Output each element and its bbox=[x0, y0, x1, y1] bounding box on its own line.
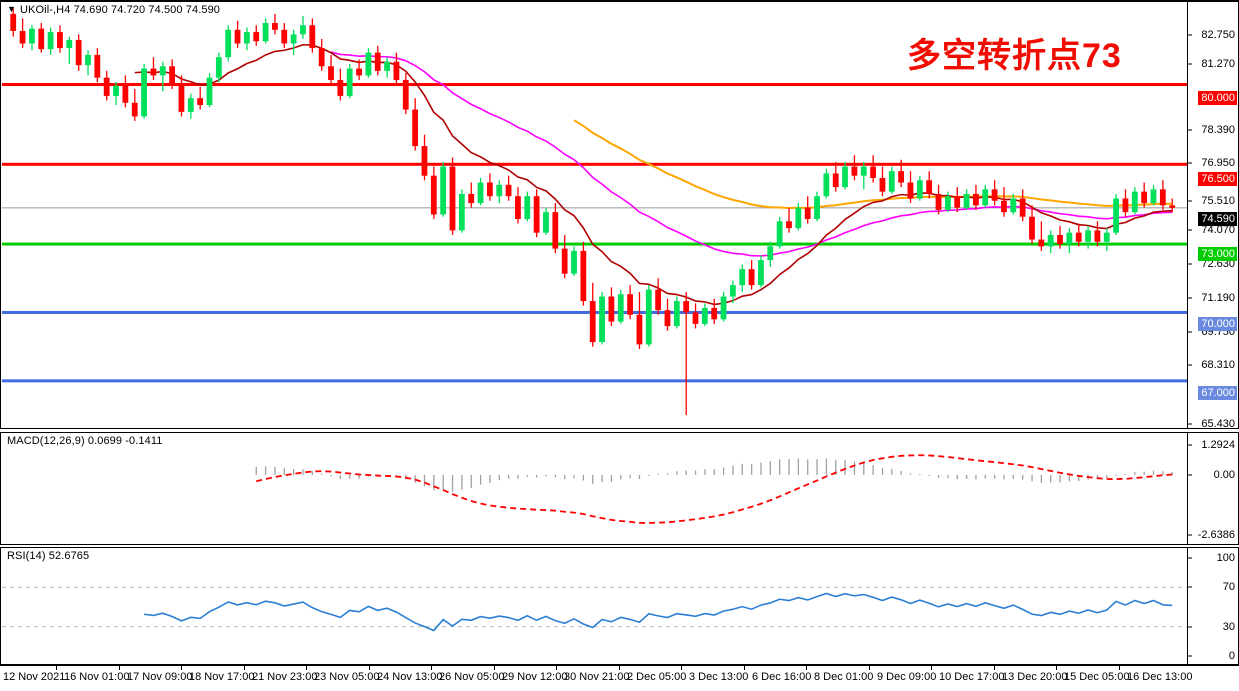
price-axis-tick bbox=[1188, 34, 1192, 36]
price-axis-tick bbox=[1188, 129, 1192, 131]
time-axis-label: 3 Dec 13:00 bbox=[689, 671, 749, 683]
price-axis-label: 71.190 bbox=[1201, 292, 1235, 304]
macd-title: MACD(12,26,9) 0.0699 -0.1411 bbox=[7, 435, 163, 447]
price-axis-tick bbox=[1188, 229, 1192, 231]
time-axis-label: 23 Nov 05:00 bbox=[314, 671, 380, 683]
price-axis-tick bbox=[1188, 162, 1192, 164]
time-axis-label: 18 Nov 17:00 bbox=[189, 671, 255, 683]
time-axis-tick bbox=[494, 666, 495, 670]
rsi-axis-label: 70 bbox=[1222, 581, 1235, 594]
time-axis-label: 12 Nov 2021 bbox=[3, 671, 66, 683]
price-chart-panel[interactable]: ▼ UKOil-,H4 74.690 74.720 74.500 74.590 多… bbox=[0, 0, 1239, 430]
macd-axis-label: -2.6386 bbox=[1197, 529, 1235, 541]
time-axis-tick bbox=[369, 666, 370, 670]
macd-axis: 1.2924 0.00 -2.6386 bbox=[1187, 433, 1238, 544]
time-axis-label: 15 Dec 05:00 bbox=[1064, 671, 1130, 683]
price-axis-tick bbox=[1188, 423, 1192, 425]
time-axis[interactable]: 12 Nov 2021 16 Nov 01:00 17 Nov 09:00 18 No… bbox=[0, 665, 1239, 691]
price-plot-area[interactable]: 多空转折点73 bbox=[2, 2, 1188, 428]
time-axis-tick bbox=[994, 666, 995, 670]
time-axis-label: 30 Nov 21:00 bbox=[564, 671, 630, 683]
chevron-down-icon[interactable]: ▼ bbox=[7, 4, 17, 14]
macd-axis-tick bbox=[1188, 474, 1192, 476]
price-axis-label: 68.310 bbox=[1201, 359, 1235, 371]
rsi-axis-label: 0 bbox=[1228, 650, 1235, 662]
rsi-title: RSI(14) 52.6765 bbox=[7, 550, 90, 562]
time-axis-label: 6 Dec 16:00 bbox=[752, 671, 812, 683]
rsi-axis-label: 30 bbox=[1222, 620, 1235, 633]
macd-axis-tick bbox=[1188, 534, 1192, 536]
rsi-axis-label: 100 bbox=[1216, 552, 1235, 564]
price-axis-label: 75.510 bbox=[1201, 195, 1235, 207]
price-level-badge-73-000[interactable]: 73.000 bbox=[1198, 247, 1237, 261]
price-axis-label: 76.950 bbox=[1201, 157, 1235, 169]
rsi-axis-tick bbox=[1188, 586, 1192, 588]
time-axis-tick bbox=[744, 666, 745, 670]
time-axis-label: 26 Nov 05:00 bbox=[439, 671, 505, 683]
price-axis-label: 78.390 bbox=[1201, 124, 1235, 136]
time-axis-label: 2 Dec 05:00 bbox=[627, 671, 687, 683]
time-axis-tick bbox=[619, 666, 620, 670]
time-axis-tick bbox=[1056, 666, 1057, 670]
candlestick-svg bbox=[2, 7, 1188, 416]
price-level-badge-80-000[interactable]: 80.000 bbox=[1198, 91, 1237, 105]
time-axis-tick bbox=[931, 666, 932, 670]
price-axis-label: 65.430 bbox=[1201, 418, 1235, 430]
time-axis-label: 16 Nov 01:00 bbox=[64, 671, 130, 683]
time-axis-label: 16 Dec 13:00 bbox=[1127, 671, 1193, 683]
macd-axis-tick bbox=[1188, 444, 1192, 446]
symbol-header: ▼ UKOil-,H4 74.690 74.720 74.500 74.590 bbox=[7, 4, 220, 16]
price-axis-tick bbox=[1188, 200, 1192, 202]
price-level-badge-74-590[interactable]: 74.590 bbox=[1198, 212, 1237, 226]
macd-axis-label: 1.2924 bbox=[1201, 439, 1235, 451]
time-axis-label: 21 Nov 23:00 bbox=[252, 671, 318, 683]
time-axis-tick bbox=[1119, 666, 1120, 670]
price-axis-tick bbox=[1188, 297, 1192, 299]
rsi-svg bbox=[2, 586, 1188, 632]
price-level-badge-67-000[interactable]: 67.000 bbox=[1198, 386, 1237, 400]
time-axis-tick bbox=[119, 666, 120, 670]
rsi-axis-tick bbox=[1188, 655, 1192, 657]
macd-svg bbox=[255, 454, 1173, 524]
price-axis-tick bbox=[1188, 263, 1192, 265]
time-axis-label: 24 Nov 13:00 bbox=[377, 671, 443, 683]
price-axis-label: 82.750 bbox=[1201, 29, 1235, 41]
price-axis-tick bbox=[1188, 364, 1192, 366]
rsi-plot-area[interactable] bbox=[2, 548, 1188, 664]
macd-panel[interactable]: MACD(12,26,9) 0.0699 -0.1411 1.2924 0.00 -… bbox=[0, 432, 1239, 545]
rsi-panel[interactable]: RSI(14) 52.6765 100 70 30 0 bbox=[0, 547, 1239, 665]
price-axis[interactable]: 82.750 81.270 78.390 76.950 75.510 74.070 72.6… bbox=[1187, 2, 1238, 430]
time-axis-label: 9 Dec 09:00 bbox=[877, 671, 937, 683]
time-axis-label: 17 Nov 09:00 bbox=[127, 671, 193, 683]
macd-axis-label: 0.00 bbox=[1213, 468, 1235, 481]
macd-plot-area[interactable] bbox=[2, 433, 1188, 544]
time-axis-label: 8 Dec 01:00 bbox=[814, 671, 874, 683]
symbol-ohlc-text: UKOil-,H4 74.690 74.720 74.500 74.590 bbox=[20, 4, 221, 16]
time-axis-tick bbox=[869, 666, 870, 670]
price-level-badge-70-000[interactable]: 70.000 bbox=[1198, 317, 1237, 331]
time-axis-tick bbox=[181, 666, 182, 670]
price-level-badge-76-500[interactable]: 76.500 bbox=[1198, 172, 1237, 186]
rsi-axis-tick bbox=[1188, 626, 1192, 628]
time-axis-tick bbox=[431, 666, 432, 670]
time-axis-label: 29 Nov 12:00 bbox=[502, 671, 568, 683]
price-axis-label: 72.630 bbox=[1201, 258, 1235, 270]
rsi-axis-tick bbox=[1188, 557, 1192, 559]
time-axis-label: 10 Dec 17:00 bbox=[939, 671, 1005, 683]
time-axis-tick bbox=[806, 666, 807, 670]
price-axis-tick bbox=[1188, 331, 1192, 333]
rsi-axis: 100 70 30 0 bbox=[1187, 548, 1238, 664]
chart-annotation-text: 多空转折点73 bbox=[907, 37, 1122, 75]
time-axis-tick bbox=[56, 666, 57, 670]
price-axis-label: 81.270 bbox=[1201, 58, 1235, 70]
price-axis-label: 74.070 bbox=[1201, 224, 1235, 236]
price-axis-tick bbox=[1188, 63, 1192, 65]
time-axis-label: 13 Dec 20:00 bbox=[1002, 671, 1068, 683]
time-axis-tick bbox=[556, 666, 557, 670]
time-axis-tick bbox=[306, 666, 307, 670]
time-axis-tick bbox=[244, 666, 245, 670]
time-axis-tick bbox=[681, 666, 682, 670]
